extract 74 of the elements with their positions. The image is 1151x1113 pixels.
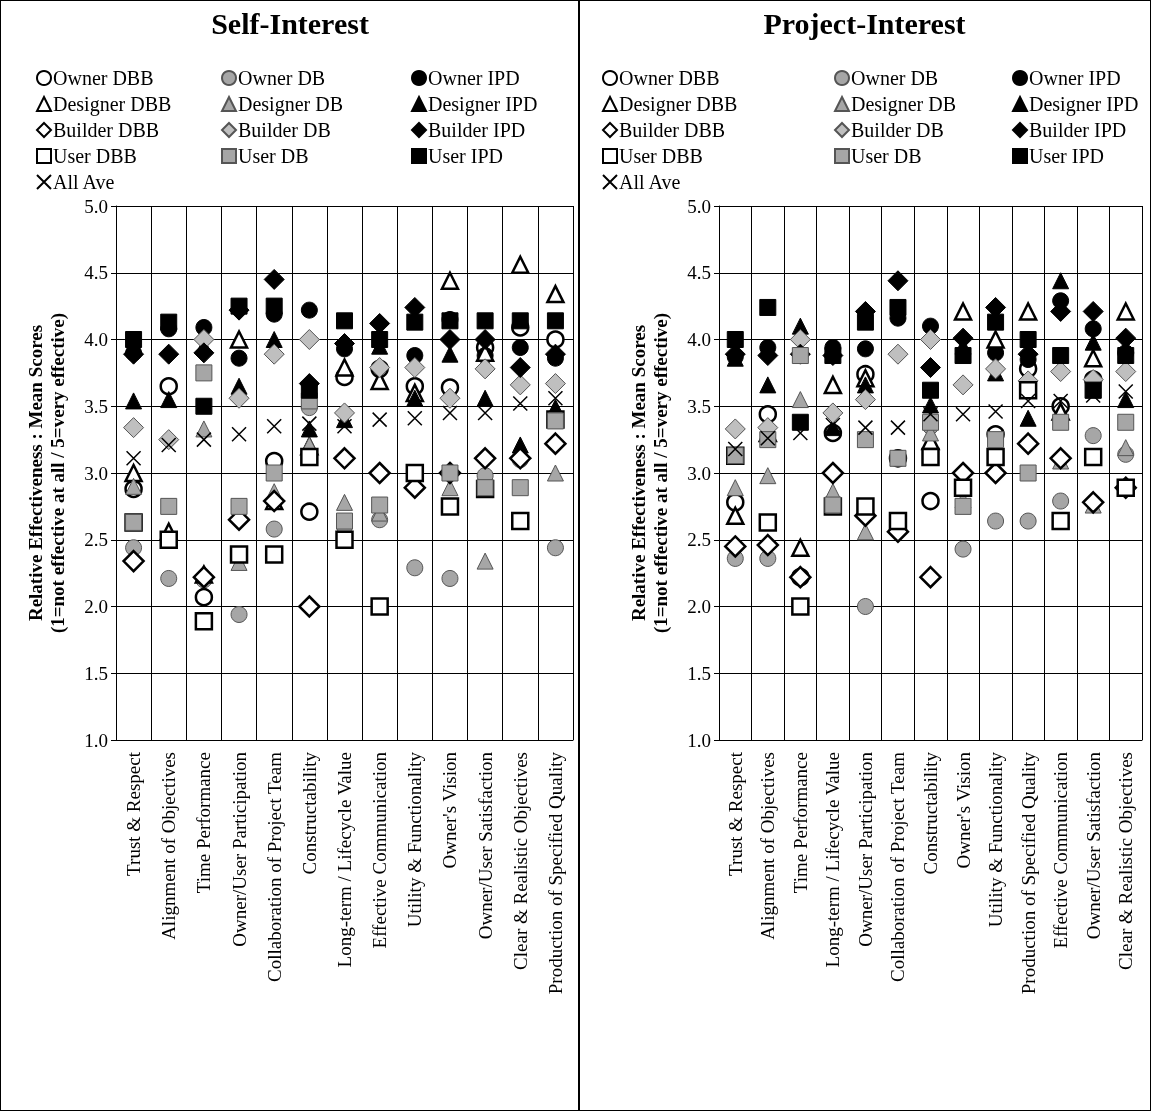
legend-label: Designer DB <box>238 93 343 116</box>
x-tick-label: Production of Specified Quality <box>544 751 566 995</box>
x-tick-label: Time Performance <box>193 752 215 894</box>
legend-label: Designer DB <box>851 93 956 116</box>
legend-label: Designer DBB <box>619 93 738 116</box>
x-tick-label: Constructability <box>920 751 941 875</box>
y-tick-label: 3.0 <box>84 462 108 484</box>
x-tick-label: Long-term / Lifecycle Value <box>822 752 844 968</box>
legend-label: User DB <box>238 145 309 167</box>
legend-label: Owner DBB <box>53 67 154 89</box>
y-axis-title: Relative Effectiveness : Mean Scores (1=not effective at all / 5=very effective) <box>24 312 69 634</box>
x-tick-label: Owner's Vision <box>952 751 974 869</box>
y-tick-label: 1.0 <box>84 729 108 751</box>
y-tick-label: 4.0 <box>84 329 108 350</box>
legend-label: Designer IPD <box>428 93 538 116</box>
y-tick-label: 3.0 <box>687 462 711 484</box>
x-tick-label: Production of Specified Quality <box>1017 751 1039 995</box>
y-tick-label: 5.0 <box>687 195 711 217</box>
legend-label: Designer IPD <box>1029 93 1139 116</box>
x-tick-label: Effective Communication <box>369 751 391 949</box>
x-tick-label: Owner/User Satisfaction <box>1082 751 1104 940</box>
x-tick-label: Alignment of Objectives <box>158 752 180 940</box>
legend-label: Builder DBB <box>619 119 726 141</box>
y-tick-label: 4.5 <box>687 262 711 284</box>
legend-label: All Ave <box>619 171 681 193</box>
legend-label: Owner IPD <box>1029 67 1121 89</box>
y-tick-label: 2.5 <box>84 529 108 551</box>
y-tick-label: 3.5 <box>687 395 711 417</box>
y-tick-label: 1.5 <box>687 662 711 684</box>
legend-label: Designer DBB <box>53 93 172 116</box>
legend-label: All Ave <box>53 171 115 193</box>
x-tick-label: Alignment of Objectives <box>757 752 779 940</box>
legend-label: Builder IPD <box>428 119 526 141</box>
chart-title: Self-Interest <box>211 6 369 40</box>
legend-label: Builder IPD <box>1029 119 1127 141</box>
y-tick-label: 1.0 <box>687 729 711 751</box>
x-tick-label: Time Performance <box>789 752 811 894</box>
legend-label: User DB <box>851 145 922 167</box>
legend-label: Owner DBB <box>619 67 720 89</box>
legend-label: Owner DB <box>238 67 326 89</box>
legend-label: Builder DB <box>851 119 944 141</box>
x-tick-label: Effective Communication <box>1050 751 1072 949</box>
y-tick-label: 3.5 <box>84 395 108 417</box>
x-tick-label: Clear & Realistic Objectives <box>509 752 531 970</box>
y-tick-label: 5.0 <box>84 195 108 217</box>
x-tick-label: Collaboration of Project Team <box>887 751 909 982</box>
x-tick-label: Owner's Vision <box>439 751 461 869</box>
chart-title: Project-Interest <box>763 6 966 40</box>
x-tick-label: Utility & Functionality <box>985 751 1007 928</box>
y-axis-title: Relative Effectiveness : Mean Scores (1=not effective at all / 5=very effective) <box>627 312 672 634</box>
x-tick-label: Long-term / Lifecycle Value <box>334 752 355 968</box>
y-tick-label: 1.5 <box>84 662 108 684</box>
legend-label: User DBB <box>619 145 703 167</box>
x-tick-label: Utility & Functionality <box>404 751 426 928</box>
y-tick-label: 2.0 <box>84 596 108 617</box>
x-tick-label: Constructability <box>298 751 320 875</box>
x-tick-label: Trust & Respect <box>123 751 145 876</box>
legend-label: Builder DB <box>238 119 331 141</box>
x-tick-label: Owner/User Satisfaction <box>474 751 496 940</box>
y-tick-label: 4.5 <box>84 262 108 284</box>
x-tick-label: Owner/User Participation <box>854 751 876 947</box>
y-tick-label: 2.0 <box>687 596 711 617</box>
y-tick-label: 4.0 <box>687 329 711 350</box>
x-tick-label: Trust & Respect <box>724 751 746 876</box>
legend-label: Owner DB <box>851 67 939 89</box>
legend-label: Builder DBB <box>53 119 160 141</box>
legend-label: User IPD <box>1029 145 1104 167</box>
legend-label: Owner IPD <box>428 67 520 89</box>
x-tick-label: Clear & Realistic Objectives <box>1115 752 1137 970</box>
y-tick-label: 2.5 <box>687 529 711 551</box>
x-tick-label: Owner/User Participation <box>228 751 250 947</box>
x-tick-label: Collaboration of Project Team <box>263 751 285 982</box>
legend-label: User DBB <box>53 145 137 167</box>
legend-label: User IPD <box>428 145 503 167</box>
